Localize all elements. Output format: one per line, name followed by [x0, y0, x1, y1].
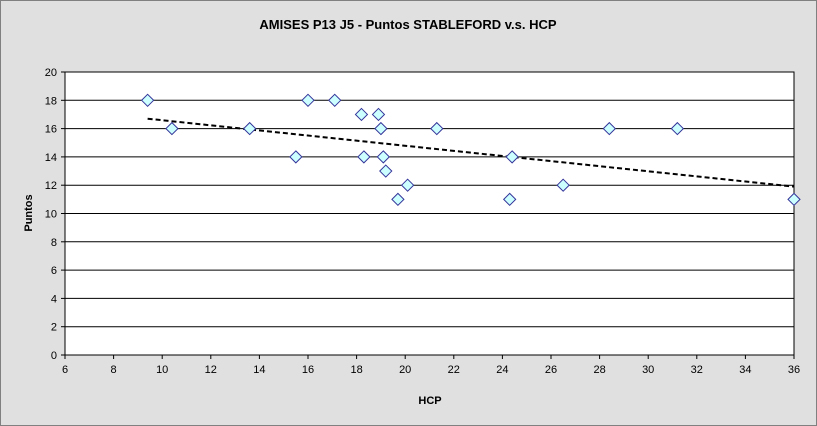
data-point [670, 121, 685, 136]
data-point [357, 150, 371, 164]
y-tick-label: 10 [45, 209, 57, 221]
x-tick-label: 16 [302, 364, 314, 376]
x-tick-label: 14 [253, 364, 265, 376]
x-tick-label: 12 [205, 364, 217, 376]
x-tick-label: 30 [642, 364, 654, 376]
data-point [140, 93, 155, 108]
data-point [289, 150, 303, 164]
data-point [165, 121, 179, 136]
data-point [328, 93, 342, 108]
y-tick-label: 14 [45, 152, 57, 164]
x-tick-label: 10 [156, 364, 168, 376]
x-tick-label: 36 [788, 364, 800, 376]
y-tick-label: 18 [45, 95, 57, 107]
y-tick-label: 6 [51, 265, 57, 277]
data-point [602, 121, 617, 136]
chart-title: AMISES P13 J5 - Puntos STABLEFORD v.s. H… [259, 17, 556, 32]
y-tick-label: 2 [51, 322, 57, 334]
x-tick-label: 6 [62, 364, 68, 376]
x-tick-label: 24 [496, 364, 508, 376]
x-tick-label: 20 [399, 364, 411, 376]
data-point [391, 192, 405, 207]
data-point [242, 121, 257, 136]
y-tick-label: 0 [51, 350, 57, 362]
data-point [556, 178, 570, 192]
y-tick-label: 12 [45, 180, 57, 192]
x-axis-label: HCP [418, 395, 441, 407]
data-point [502, 192, 517, 207]
data-point [787, 192, 801, 207]
data-point [376, 150, 391, 164]
data-point [371, 107, 386, 122]
x-tick-label: 28 [593, 364, 605, 376]
y-tick-label: 16 [45, 124, 57, 136]
y-tick-label: 8 [51, 237, 57, 249]
data-point [400, 178, 415, 192]
x-tick-label: 22 [448, 364, 460, 376]
data-point [430, 121, 444, 136]
x-tick-label: 18 [350, 364, 362, 376]
data-point [374, 121, 388, 136]
y-tick-label: 20 [45, 67, 57, 79]
trendline [147, 117, 795, 188]
data-point [354, 107, 369, 122]
x-tick-label: 8 [111, 364, 117, 376]
data-point [505, 150, 519, 164]
y-tick-label: 4 [51, 293, 57, 305]
x-tick-label: 34 [739, 364, 751, 376]
x-tick-label: 32 [691, 364, 703, 376]
data-point [301, 93, 315, 108]
x-tick-label: 26 [545, 364, 557, 376]
y-axis-label: Puntos [23, 194, 35, 231]
data-point [379, 164, 393, 178]
